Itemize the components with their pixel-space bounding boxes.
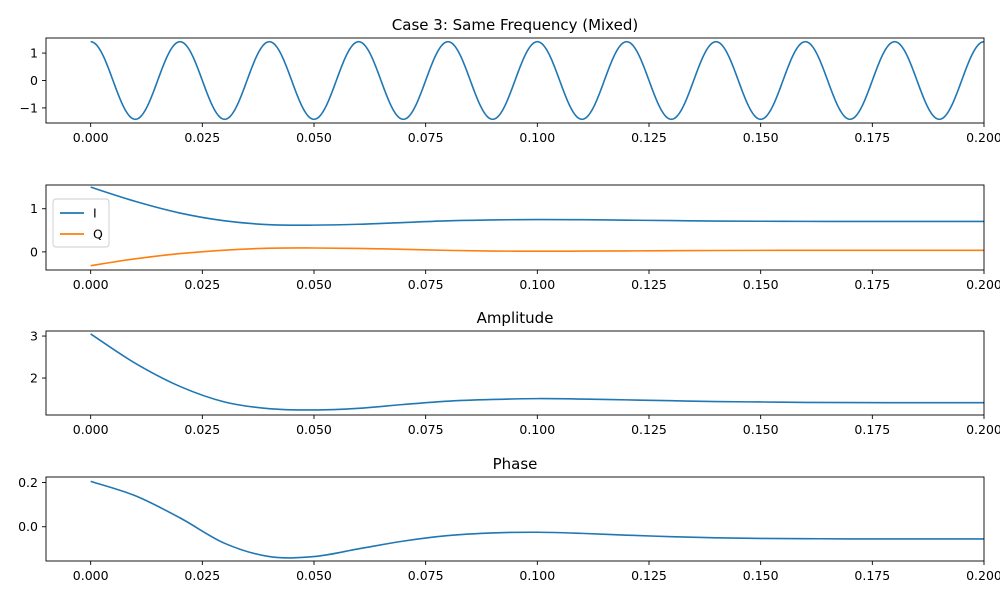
x-tick-label: 0.100 — [519, 130, 555, 145]
x-tick-label: 0.125 — [631, 277, 667, 292]
x-tick-label: 0.125 — [631, 422, 667, 437]
x-tick-label: 0.050 — [296, 422, 332, 437]
x-tick-label: 0.025 — [184, 422, 220, 437]
y-tick-label: 0 — [30, 244, 38, 259]
x-tick-label: 0.125 — [631, 130, 667, 145]
legend: IQ — [52, 198, 110, 248]
subplot-1: Case 3: Same Frequency (Mixed) 0.000 0.025… — [20, 16, 1000, 145]
y-tick-label: 1 — [30, 201, 38, 216]
y-tick-label: −1 — [20, 100, 38, 115]
subplot-1-series-line — [90, 40, 984, 121]
legend-box — [52, 198, 110, 248]
x-tick-label: 0.100 — [519, 422, 555, 437]
x-tick-label: 0.000 — [73, 130, 109, 145]
x-tick-label: 0.200 — [966, 568, 1000, 583]
x-tick-label: 0.150 — [743, 422, 779, 437]
x-tick-label: 0.050 — [296, 130, 332, 145]
x-tick-label: 0.000 — [73, 422, 109, 437]
x-tick-label: 0.100 — [519, 277, 555, 292]
subplot-4-title: Phase — [493, 455, 538, 473]
subplot-2-series-line-Q — [90, 247, 984, 267]
x-tick-label: 0.025 — [184, 568, 220, 583]
legend-label-I: I — [93, 206, 97, 221]
subplot-4-frame — [45, 476, 985, 562]
legend-label-Q: Q — [93, 227, 103, 242]
y-tick-label: 0.2 — [18, 475, 38, 490]
x-tick-label: 0.175 — [854, 277, 890, 292]
subplot-3-title: Amplitude — [477, 309, 554, 327]
subplot-3-frame — [45, 330, 985, 416]
y-tick-label: 1 — [30, 46, 38, 61]
x-tick-label: 0.100 — [519, 568, 555, 583]
x-tick-label: 0.200 — [966, 130, 1000, 145]
x-tick-label: 0.025 — [184, 277, 220, 292]
y-tick-label: 0.0 — [18, 519, 38, 534]
subplot-3: Amplitude 0.000 0.025 0.050 0.075 0.100 0.125 0… — [30, 309, 1000, 437]
y-tick-label: 2 — [30, 371, 38, 386]
x-tick-label: 0.200 — [966, 277, 1000, 292]
x-tick-label: 0.075 — [408, 568, 444, 583]
subplot-4: Phase 0.000 0.025 0.050 0.075 0.100 0.125 0.150… — [18, 455, 1000, 583]
x-tick-label: 0.075 — [408, 422, 444, 437]
x-tick-label: 0.000 — [73, 277, 109, 292]
x-tick-label: 0.200 — [966, 422, 1000, 437]
subplot-2-series-line-I — [90, 186, 984, 227]
x-tick-label: 0.075 — [408, 277, 444, 292]
subplot-3-series-line — [90, 333, 984, 411]
x-tick-label: 0.125 — [631, 568, 667, 583]
x-tick-label: 0.025 — [184, 130, 220, 145]
x-tick-label: 0.050 — [296, 277, 332, 292]
subplot-2: 0.000 0.025 0.050 0.075 0.100 0.125 0.150 0.175… — [30, 184, 1000, 292]
y-tick-label: 0 — [30, 73, 38, 88]
x-tick-label: 0.150 — [743, 277, 779, 292]
y-tick-label: 3 — [30, 329, 38, 344]
x-tick-label: 0.150 — [743, 568, 779, 583]
x-tick-label: 0.175 — [854, 130, 890, 145]
x-tick-label: 0.175 — [854, 422, 890, 437]
subplot-4-series-line — [90, 480, 984, 559]
subplot-1-title: Case 3: Same Frequency (Mixed) — [392, 16, 638, 34]
x-tick-label: 0.050 — [296, 568, 332, 583]
subplot-2-frame — [45, 184, 985, 271]
x-tick-label: 0.150 — [743, 130, 779, 145]
x-tick-label: 0.075 — [408, 130, 444, 145]
x-tick-label: 0.000 — [73, 568, 109, 583]
x-tick-label: 0.175 — [854, 568, 890, 583]
